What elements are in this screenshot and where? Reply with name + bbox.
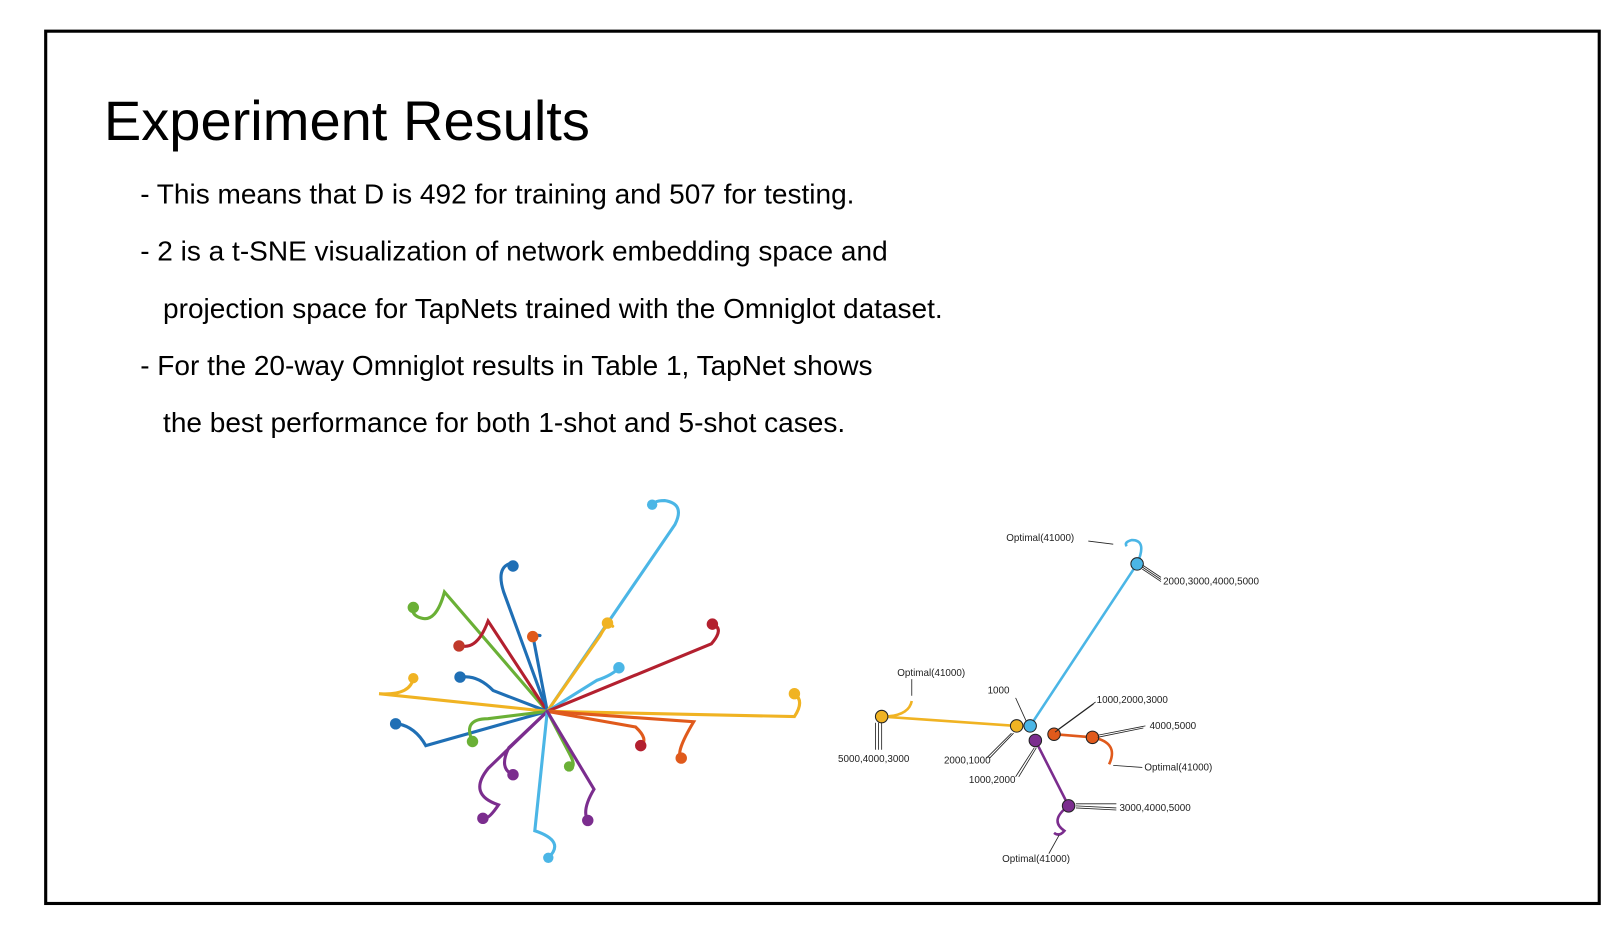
annotation-label: 1000,2000: [969, 775, 1016, 786]
annotation-label: Optimal(41000): [1144, 763, 1212, 774]
bullet-text: the best performance for both 1-shot and…: [163, 407, 845, 438]
bullet-text: - For the 20-way Omniglot results in Tab…: [140, 350, 872, 381]
annotation-label: Optimal(41000): [897, 668, 965, 679]
annotation-label: 3000,4000,5000: [1119, 803, 1191, 814]
bullet-text: projection space for TapNets trained wit…: [163, 293, 943, 324]
projection-plot: Optimal(41000) 2000,3000,4000,5000 Optim…: [838, 533, 1260, 865]
slide-frame: [44, 29, 1601, 906]
annotation-label: 2000,3000,4000,5000: [1163, 577, 1259, 588]
annotation-label: Optimal(41000): [1002, 854, 1070, 865]
annotation-label: 1000: [988, 686, 1010, 697]
bullet-text: - This means that D is 492 for training …: [140, 179, 854, 210]
annotation-label: Optimal(41000): [1006, 533, 1074, 544]
annotation-label: 4000,5000: [1150, 721, 1197, 732]
annotation-label: 2000,1000: [944, 755, 991, 766]
annotation-label: 5000,4000,3000: [838, 754, 910, 765]
tsne-embedding-plot: [378, 498, 802, 863]
annotation-label: 1000,2000,3000: [1097, 695, 1169, 706]
slide-title: Experiment Results: [104, 89, 590, 152]
bullet-text: - 2 is a t-SNE visualization of network …: [140, 236, 887, 267]
